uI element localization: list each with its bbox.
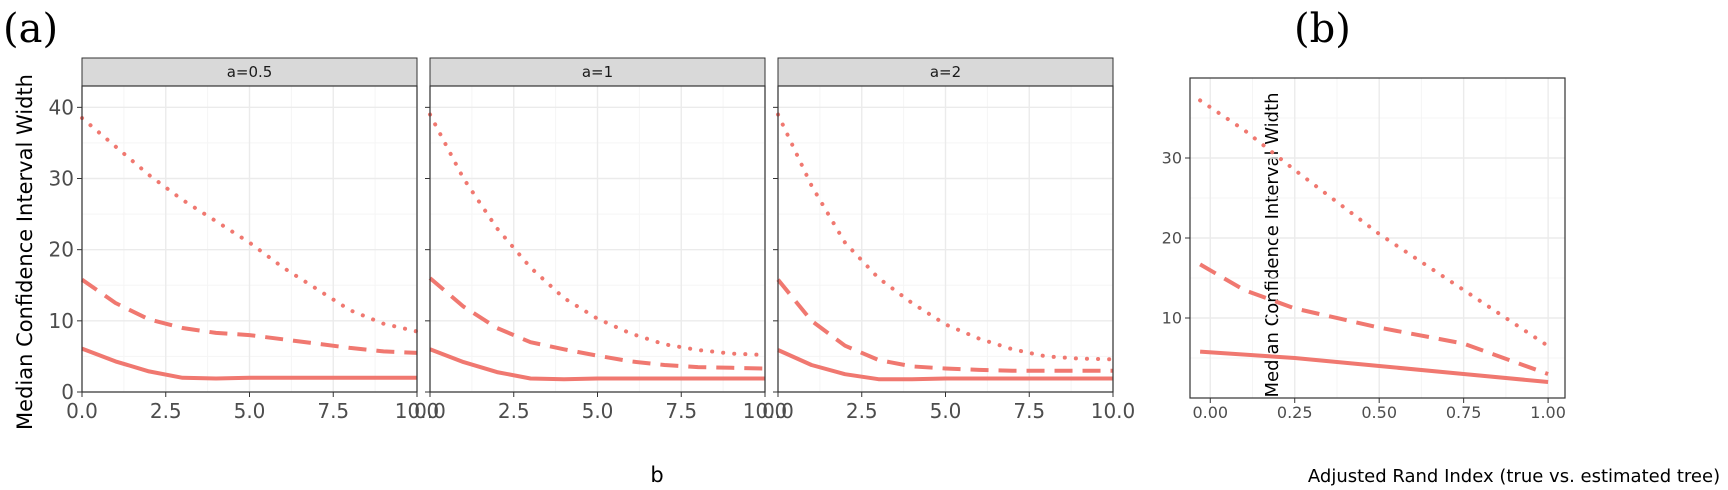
series-line-dotted [428, 112, 767, 357]
x-tick-label: 10.0 [743, 399, 788, 423]
y-tick-label: 10 [49, 309, 74, 333]
chart-panel-3: 0.00 0.25 0.50 0.75 1.00 10 20 30 [1162, 77, 1566, 422]
y-tick-label: 20 [1162, 229, 1182, 248]
x-tick-label: 2.5 [150, 399, 182, 423]
series-line-solid [1199, 349, 1549, 384]
x-tick-label: 5.0 [582, 399, 614, 423]
panel-label-b: (b) [1294, 6, 1351, 52]
chart-panel-2: a=2 0.0 2.5 5.0 7.5 10.0 [762, 57, 1136, 423]
facet-strip [777, 57, 1114, 87]
facet-strip [429, 57, 766, 87]
panel-label-a: (a) [3, 6, 58, 52]
series-line-dashed [80, 277, 418, 355]
series-line-solid [81, 346, 417, 381]
series-line-dotted [80, 116, 419, 334]
y-tick-label: 30 [1162, 149, 1182, 168]
x-tick-label: 10.0 [395, 399, 440, 423]
y-tick-label: 10 [1162, 309, 1182, 328]
x-axis-label-a: b [650, 463, 663, 487]
series-line-solid [777, 348, 1113, 382]
x-tick-label: 0.75 [1446, 403, 1482, 422]
x-tick-label: 7.5 [317, 399, 349, 423]
chart-panel-1: a=1 0.0 2.5 5.0 7.5 10.0 [414, 57, 788, 423]
facet-strip-label: a=0.5 [227, 63, 273, 81]
x-tick-label: 7.5 [1013, 399, 1045, 423]
y-tick-label: 40 [49, 95, 74, 119]
facet-strip-label: a=2 [930, 63, 961, 81]
x-tick-label: 5.0 [234, 399, 266, 423]
chart-panel-0: a=0.5 0.0 2.5 5.0 7.5 10.0 0 10 20 30 40 [49, 57, 440, 423]
series-line-dashed [428, 276, 766, 371]
facet-strip [81, 57, 418, 87]
x-tick-label: 0.0 [762, 399, 794, 423]
y-tick-label: 30 [49, 167, 74, 191]
x-axis-label-b: Adjusted Rand Index (true vs. estimated … [1308, 466, 1720, 487]
y-axis-label-b: Median Confidence Interval Width [1262, 92, 1283, 397]
series-line-dotted [776, 112, 1115, 362]
x-tick-label: 1.00 [1530, 403, 1566, 422]
series-line-dashed [776, 278, 1113, 373]
y-tick-label: 20 [49, 238, 74, 262]
facet-strip-label: a=1 [582, 63, 613, 81]
y-tick-label: 0 [61, 380, 74, 404]
x-tick-label: 2.5 [498, 399, 530, 423]
x-tick-label: 0.25 [1277, 403, 1313, 422]
series-line-dashed [1199, 262, 1549, 376]
x-tick-label: 0.0 [414, 399, 446, 423]
series-line-solid [429, 347, 765, 382]
x-tick-label: 0.00 [1192, 403, 1228, 422]
x-tick-label: 10.0 [1091, 399, 1136, 423]
x-tick-label: 7.5 [665, 399, 697, 423]
x-tick-label: 0.50 [1361, 403, 1397, 422]
y-axis-label-a: Median Confidence Interval Width [13, 74, 37, 430]
x-tick-label: 5.0 [930, 399, 962, 423]
x-tick-label: 2.5 [846, 399, 878, 423]
series-line-dotted [1198, 98, 1551, 348]
x-tick-label: 0.0 [66, 399, 98, 423]
